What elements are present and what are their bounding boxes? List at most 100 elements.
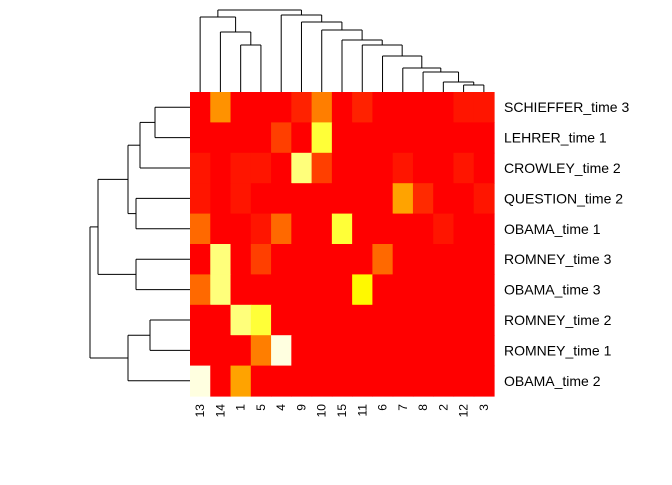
- heatmap-cell: [453, 304, 475, 336]
- heatmap-cell: [412, 92, 434, 123]
- heatmap-cell: [250, 122, 272, 154]
- heatmap-cell: [473, 122, 495, 154]
- heatmap-cell: [433, 365, 455, 397]
- heatmap-cell: [190, 213, 211, 245]
- column-labels: 13 14 1 5 4 9 10 15 11 6 7 8 2 12 3: [193, 404, 491, 418]
- heatmap-cell: [412, 244, 434, 275]
- heatmap-cell: [433, 335, 455, 367]
- heatmap-cell: [433, 122, 455, 154]
- heatmap-cell: [291, 244, 313, 275]
- heatmap-cell: [291, 152, 313, 184]
- heatmap-cell: [433, 304, 455, 336]
- column-label: 14: [213, 404, 227, 418]
- column-label: 11: [355, 404, 369, 417]
- heatmap-cell: [311, 365, 333, 397]
- heatmap-cell: [453, 244, 475, 275]
- heatmap-cell: [433, 152, 455, 184]
- heatmap-cell: [190, 152, 211, 184]
- heatmap-cell: [453, 122, 475, 154]
- heatmap-cell: [412, 183, 434, 215]
- heatmap-cell: [433, 244, 455, 275]
- row-label: QUESTION_time 2: [504, 190, 623, 206]
- heatmap-cell: [392, 183, 414, 215]
- heatmap-cell: [372, 335, 394, 367]
- heatmap-cell: [190, 365, 211, 397]
- heatmap-cell: [210, 183, 232, 215]
- heatmap-cell: [250, 274, 272, 306]
- column-label: 13: [193, 404, 207, 418]
- column-label: 8: [416, 404, 430, 411]
- heatmap-cell: [311, 152, 333, 184]
- heatmap-cell: [453, 92, 475, 123]
- heatmap-cell: [190, 122, 211, 154]
- column-label: 6: [376, 404, 390, 411]
- heatmap-cell: [433, 92, 455, 123]
- heatmap-cell: [392, 244, 414, 275]
- heatmap-cell: [433, 213, 455, 245]
- heatmap-cell: [291, 213, 313, 245]
- heatmap-cell: [190, 304, 211, 336]
- column-label: 15: [335, 404, 349, 418]
- heatmap-cell: [271, 274, 292, 306]
- heatmap-cell: [352, 152, 373, 184]
- row-label: SCHIEFFER_time 3: [504, 99, 629, 115]
- column-label: 7: [396, 404, 410, 411]
- heatmap-cell: [230, 274, 252, 306]
- heatmap-cell: [412, 335, 434, 367]
- row-label: LEHRER_time 1: [504, 130, 607, 146]
- heatmap-cell: [311, 244, 333, 275]
- heatmap-cell: [190, 274, 211, 306]
- heatmap-cell: [311, 213, 333, 245]
- heatmap-cell: [372, 365, 394, 397]
- heatmap-cell: [291, 304, 313, 336]
- heatmap-cell: [331, 152, 353, 184]
- column-label: 10: [315, 404, 329, 418]
- heatmap-cell: [271, 304, 292, 336]
- heatmap-cell: [372, 122, 394, 154]
- heatmap-cell: [331, 92, 353, 123]
- heatmap-cell: [230, 152, 252, 184]
- heatmap-cell: [210, 274, 232, 306]
- heatmap-cell: [392, 335, 414, 367]
- heatmap-cell: [412, 213, 434, 245]
- column-label: 5: [254, 404, 268, 411]
- heatmap-cell: [271, 335, 292, 367]
- heatmap-cell: [210, 365, 232, 397]
- heatmap-cell: [352, 183, 373, 215]
- heatmap-cell: [331, 122, 353, 154]
- heatmap-cell: [210, 335, 232, 367]
- heatmap-cell: [230, 92, 252, 123]
- column-label: 2: [436, 404, 450, 411]
- heatmap-cell: [372, 92, 394, 123]
- heatmap-cell: [352, 335, 373, 367]
- heatmap-cell: [412, 365, 434, 397]
- heatmap-cell: [352, 304, 373, 336]
- heatmap-cell: [291, 92, 313, 123]
- heatmap-cell: [250, 304, 272, 336]
- column-label: 4: [274, 404, 288, 411]
- heatmap-cell: [311, 183, 333, 215]
- heatmap-cell: [250, 244, 272, 275]
- column-label: 1: [234, 404, 248, 411]
- row-label: OBAMA_time 3: [504, 282, 601, 298]
- heatmap-cell: [250, 152, 272, 184]
- heatmap-cell: [412, 274, 434, 306]
- heatmap-cell: [453, 335, 475, 367]
- heatmap-cell: [433, 183, 455, 215]
- heatmap-cell: [392, 274, 414, 306]
- heatmap-cell: [271, 152, 292, 184]
- heatmap-cell: [372, 183, 394, 215]
- heatmap-cell: [352, 92, 373, 123]
- heatmap-cell: [250, 92, 272, 123]
- heatmap-cell: [291, 183, 313, 215]
- heatmap-cell: [230, 183, 252, 215]
- heatmap-cell: [433, 274, 455, 306]
- heatmap-cell: [372, 274, 394, 306]
- heatmap-cell: [412, 122, 434, 154]
- heatmap-cell: [210, 304, 232, 336]
- heatmap-cell: [210, 244, 232, 275]
- heatmap-cell: [352, 213, 373, 245]
- heatmap-cell: [230, 244, 252, 275]
